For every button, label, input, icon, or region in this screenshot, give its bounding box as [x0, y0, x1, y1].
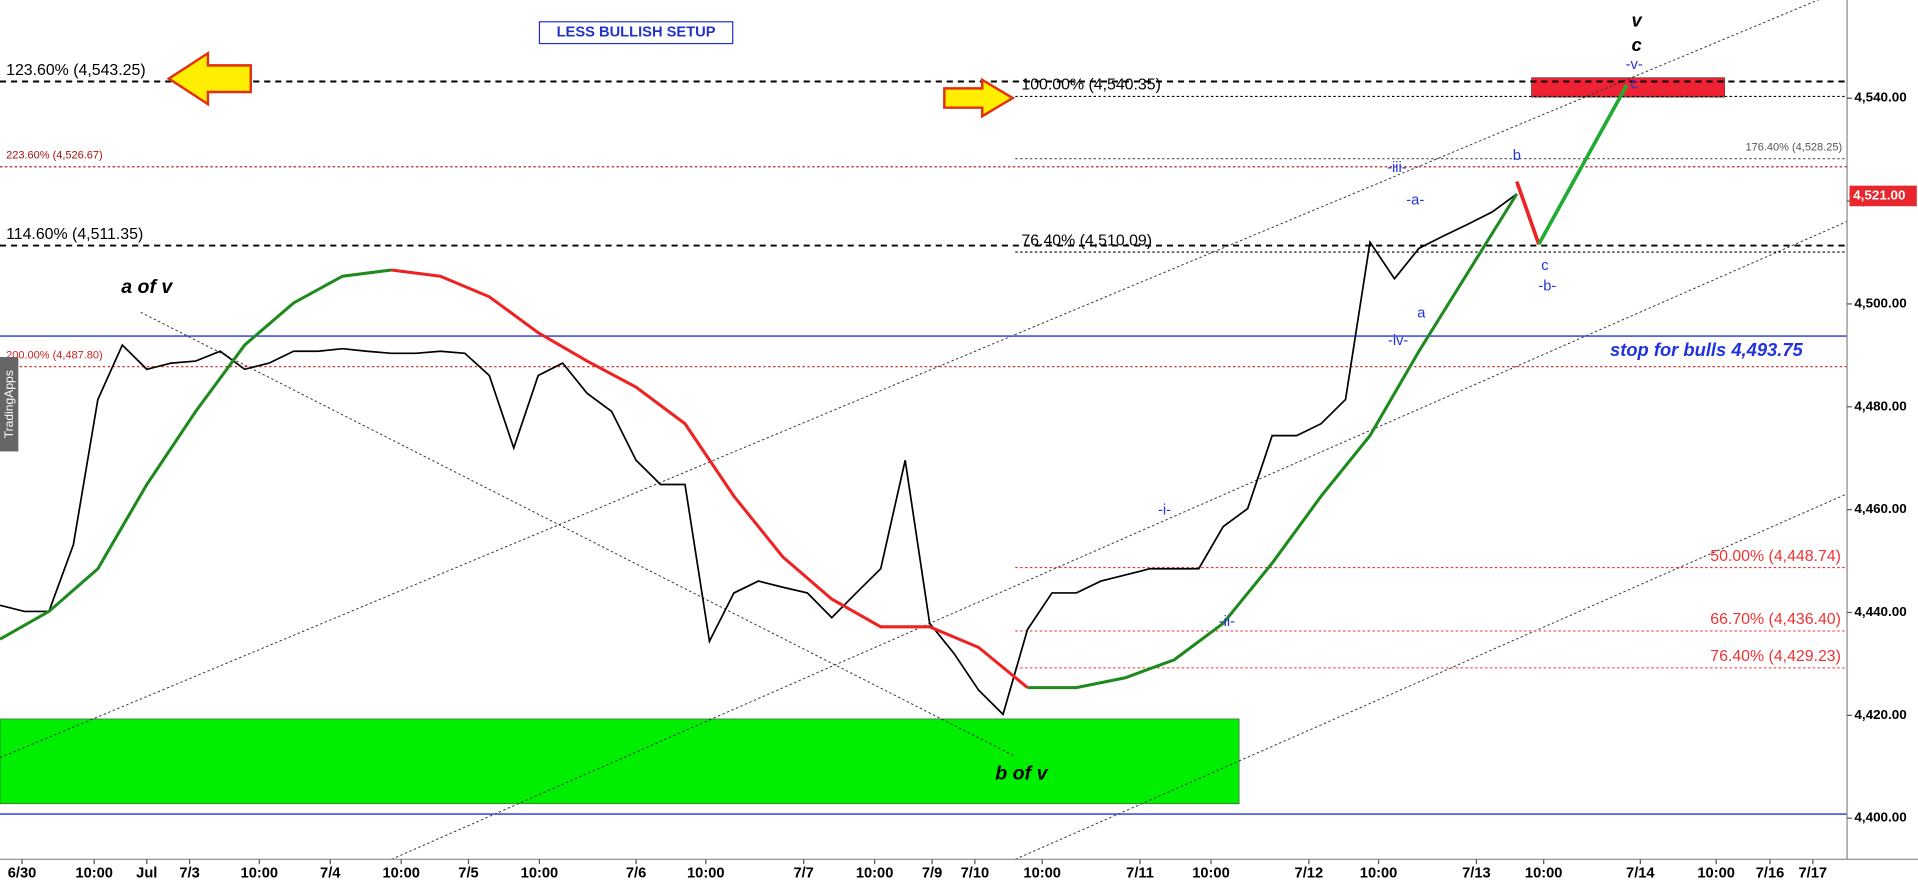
- x-tick-label: 7/17: [1799, 866, 1828, 882]
- projection: [1515, 180, 1541, 245]
- levels: 123.60% (4,543.25) 100.00% (4,540.35) 176.…: [0, 62, 1848, 815]
- annotation: -ii-: [1219, 614, 1235, 630]
- x-tick-label: 10:00: [75, 866, 113, 882]
- x-tick-label: 10:00: [687, 866, 725, 882]
- fib-label: 76.40% (4,429.23): [1710, 648, 1841, 665]
- y-tick-label: 4,440.00: [1854, 604, 1906, 619]
- fib-label: 123.60% (4,543.25): [6, 62, 145, 79]
- x-tick-label: 7/14: [1626, 866, 1655, 882]
- y-tick-label: 4,420.00: [1854, 707, 1906, 722]
- title-box: [538, 21, 734, 45]
- annotation: -a-: [1406, 193, 1424, 209]
- fib-label: 114.60% (4,511.35): [6, 226, 143, 243]
- annotation: c: [1632, 34, 1642, 55]
- x-tick-label: 10:00: [856, 866, 894, 882]
- x-tick-label: 7/12: [1295, 866, 1324, 882]
- x-tick-label: 10:00: [1525, 866, 1563, 882]
- y-tick-label: 4,540.00: [1854, 90, 1906, 105]
- x-tick-label: 10:00: [521, 866, 559, 882]
- x-tick-label: 7/4: [320, 866, 341, 882]
- price-line: [0, 193, 1518, 716]
- annotation: a of v: [121, 276, 173, 298]
- trendline: [0, 0, 1820, 759]
- x-tick-label: 10:00: [382, 866, 420, 882]
- arrows: [166, 51, 1016, 119]
- price-tag: [1849, 185, 1917, 207]
- zone: [1531, 77, 1726, 98]
- price-tag-label: 4,521.00: [1853, 188, 1905, 203]
- annotation: v: [1632, 10, 1643, 31]
- annotation: b of v: [995, 763, 1048, 785]
- x-tick-label: 7/3: [179, 866, 199, 882]
- right-arrow: [943, 77, 1016, 119]
- x-tick-label: 10:00: [241, 866, 279, 882]
- x-tick-label: 6/30: [8, 866, 37, 882]
- annotation: stop for bulls 4,493.75: [1610, 339, 1804, 360]
- x-tick-label: 7/5: [458, 866, 478, 882]
- x-tick-label: 7/11: [1126, 866, 1154, 882]
- fib-label: 50.00% (4,448.74): [1710, 548, 1841, 565]
- projection: [1537, 83, 1629, 246]
- x-tick-label: Jul: [136, 866, 157, 882]
- moving-average: [391, 268, 1029, 689]
- watermark: TradingApps: [2, 370, 16, 438]
- left-arrow: [166, 51, 252, 107]
- x-tick-label: 10:00: [1360, 866, 1398, 882]
- annotation: -v-: [1626, 57, 1643, 73]
- x-tick-label: 10:00: [1023, 866, 1061, 882]
- zones: [0, 77, 1726, 805]
- x-tick-label: 7/7: [793, 866, 813, 882]
- x-tick-label: 7/16: [1756, 866, 1785, 882]
- annotation: a: [1417, 305, 1426, 321]
- annotation: -i-: [1158, 503, 1171, 519]
- fib-label: 66.70% (4,436.40): [1710, 611, 1841, 628]
- fib-label: 200.00% (4,487.80): [6, 350, 103, 362]
- moving-average: [0, 193, 1519, 690]
- zone: [0, 718, 1240, 805]
- y-tick-label: 4,400.00: [1854, 810, 1906, 825]
- x-tick-label: 10:00: [1697, 866, 1735, 882]
- y-axis-bg: [1847, 0, 1918, 892]
- annotation: b: [1513, 148, 1521, 164]
- trendline: [1015, 493, 1848, 860]
- x-tick-label: 7/6: [626, 866, 646, 882]
- y-tick-label: 4,500.00: [1854, 296, 1906, 311]
- annotations: a of v b of v stop for bulls 4,493.75 -i- -i…: [121, 10, 1803, 785]
- x-tick-label: 7/10: [961, 866, 990, 882]
- price-lines: [0, 83, 1629, 716]
- watermark-box: [0, 357, 19, 452]
- trendlines: [0, 0, 1848, 860]
- x-tick-label: 10:00: [1192, 866, 1230, 882]
- x-tick-label: 7/13: [1462, 866, 1491, 882]
- x-tick-label: 7/9: [922, 866, 942, 882]
- annotation: -iii-: [1387, 160, 1407, 176]
- chart-title: LESS BULLISH SETUP: [557, 25, 716, 41]
- annotation: c: [1541, 258, 1548, 274]
- y-tick-label: 4,480.00: [1854, 398, 1906, 413]
- annotation: -b-: [1538, 279, 1556, 295]
- trendline: [391, 221, 1848, 860]
- fib-label: 176.40% (4,528.25): [1746, 142, 1843, 154]
- fib-label: 76.40% (4,510.09): [1021, 232, 1152, 249]
- annotation: c: [1631, 77, 1638, 93]
- trendline: [140, 311, 1016, 757]
- fib-label: 223.60% (4,526.67): [6, 150, 103, 162]
- axes: 4,400.00 4,420.00 4,440.00 4,460.00 4,480.00…: [8, 90, 1917, 882]
- fib-label: 100.00% (4,540.35): [1021, 77, 1160, 94]
- annotation: -iv-: [1388, 333, 1409, 349]
- y-tick-label: 4,460.00: [1854, 501, 1906, 516]
